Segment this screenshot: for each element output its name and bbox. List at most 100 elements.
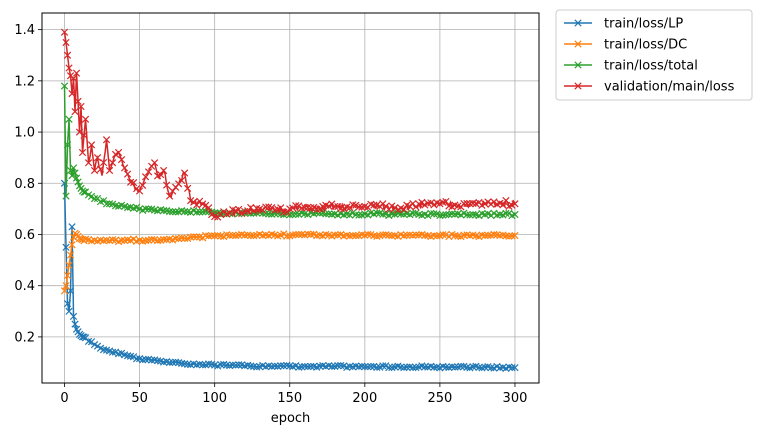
series-point [430,363,438,371]
series-point [62,243,70,251]
series-point [169,208,177,216]
series-point [346,232,354,240]
series-point [433,232,441,240]
series-point [373,209,381,217]
series-point [169,358,177,366]
series-point [141,173,150,181]
series-point [84,337,93,345]
series-point [442,211,450,219]
series-point [292,210,300,218]
series-point [451,210,459,218]
series-point [178,234,186,242]
series-point [301,203,309,212]
series-point [147,356,156,364]
series-point [69,312,78,321]
series-point [199,208,207,216]
series-point [63,271,72,280]
series-point [460,231,468,239]
series-point [90,166,99,175]
series-point [60,82,69,90]
series-point [499,201,507,209]
series-point [469,199,477,208]
x-tick-label: 200 [352,391,377,406]
series-point [268,362,276,370]
series-point [337,204,345,213]
legend-box [555,9,753,101]
series-point [226,231,234,239]
series-point [102,200,111,208]
series-point [74,178,82,186]
series-point [138,356,147,364]
series-point [508,364,516,372]
legend-marker [574,82,582,90]
y-tick-label: 0.6 [14,228,35,243]
series-point [235,205,243,214]
series-point [304,230,312,238]
series-point [295,230,303,239]
series-point [379,231,387,239]
series-point [217,360,225,369]
series-point [229,361,237,369]
series-point [181,207,189,216]
series-point [502,209,510,218]
series-point [280,208,288,216]
series-point [211,232,219,240]
series-point [117,236,126,245]
series-point [205,360,213,368]
series-2 [60,82,519,220]
series-point [265,210,273,218]
x-tick-label: 300 [503,391,528,406]
series-point [196,208,204,216]
series-point [403,231,411,239]
series-point [271,362,279,370]
x-tick-label: 0 [60,391,68,406]
series-point [379,210,387,218]
series-point [65,64,73,72]
series-point [511,210,519,219]
series-point [102,236,111,244]
series-point [304,362,312,371]
series-1 [60,229,519,295]
series-point [114,350,123,358]
series-point [99,158,108,167]
series-point [277,204,285,212]
series-point [346,362,354,371]
series-point [77,102,85,111]
series-point [385,363,393,372]
series-point [68,223,76,231]
series-point [62,282,70,290]
series-point [199,361,207,369]
x-tick-label: 250 [427,391,452,406]
series-point [337,361,345,370]
series-point [304,203,312,211]
series-point [232,361,240,369]
series-point [322,210,330,218]
series-point [484,231,492,240]
series-point [75,128,84,136]
series-point [193,233,201,241]
series-point [421,363,429,371]
series-point [65,115,73,123]
series-point [68,241,76,249]
series-point [69,74,78,82]
series-point [379,362,387,370]
series-point [511,364,519,372]
series-point [352,232,360,240]
series-point [511,231,519,240]
x-tick-label: 150 [277,391,302,406]
series-point [349,231,357,240]
series-layer [60,28,519,372]
series-point [62,38,70,47]
series-point [84,159,93,167]
series-point [80,131,88,139]
legend: train/loss/LP train/loss/DC train/loss/tot… [555,9,753,101]
series-point [141,205,150,213]
series-point [169,187,177,195]
series-point [370,201,378,209]
series-point [105,200,114,208]
legend-entry: train/loss/total [604,59,698,74]
legend-marker [574,61,582,69]
series-point [277,362,285,370]
series-point [259,209,267,217]
